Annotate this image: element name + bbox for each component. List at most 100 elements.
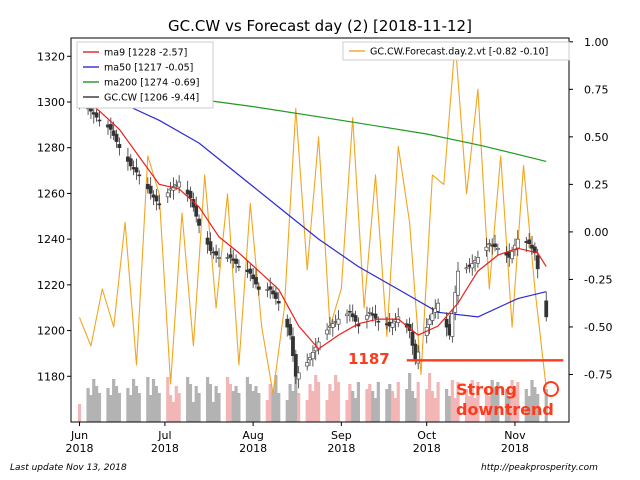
volume-bar xyxy=(513,387,517,422)
x-tick-label: Oct xyxy=(417,429,437,442)
candle-body xyxy=(367,311,372,314)
volume-bar xyxy=(316,382,321,422)
volume-bar xyxy=(137,393,141,422)
volume-bar xyxy=(345,400,349,422)
candle-body xyxy=(111,130,116,136)
candle-body xyxy=(117,144,122,149)
candle-body xyxy=(330,323,335,328)
candle-body xyxy=(444,318,449,328)
candle-body xyxy=(208,241,213,251)
volume-bar xyxy=(285,400,289,422)
candle-body xyxy=(495,247,500,250)
volume-bar xyxy=(97,393,102,422)
volume-bar xyxy=(331,391,335,422)
volume-bar xyxy=(504,389,508,422)
volume-bar xyxy=(217,393,221,422)
candle-body xyxy=(248,268,253,274)
left-axis: 1320 1300 1280 1260 1240 1220 1200 1180 xyxy=(37,50,71,383)
candle-body xyxy=(217,257,221,259)
candle-body xyxy=(453,292,458,313)
candle-body xyxy=(214,251,219,256)
candle-body xyxy=(225,257,230,259)
candle-body xyxy=(177,181,182,188)
candle-body xyxy=(234,258,238,264)
candle-body xyxy=(336,318,341,325)
candle-body xyxy=(256,286,261,290)
volume-bar xyxy=(211,402,215,422)
x-tick-label: Jul xyxy=(157,429,171,442)
x-tick-year: 2018 xyxy=(151,442,179,455)
candle-body xyxy=(436,302,440,312)
left-tick-label: 1260 xyxy=(37,187,65,200)
volume-bar xyxy=(271,391,275,422)
volume-bar xyxy=(166,377,170,422)
legend-entry: GC.CW [1206 -9.44] xyxy=(104,93,199,104)
candle-body xyxy=(487,243,492,246)
candle-body xyxy=(165,192,170,198)
volume-bar xyxy=(106,388,110,422)
candle-body xyxy=(134,167,139,173)
volume-bar xyxy=(311,391,315,422)
legend-entry: ma200 [1274 -0.69] xyxy=(104,78,199,89)
volume-bar xyxy=(373,398,378,422)
volume-bar xyxy=(268,384,272,422)
volume-bar xyxy=(447,396,452,422)
volume-bar xyxy=(294,375,298,422)
legend-left: ma9 [1228 -2.57] ma50 [1217 -0.05] ma200 [… xyxy=(76,41,214,109)
volume-bar xyxy=(405,389,409,422)
x-tick-label: Sep xyxy=(331,429,352,442)
x-tick-year: 2018 xyxy=(239,442,267,455)
left-tick-label: 1200 xyxy=(37,325,65,338)
volume-bar xyxy=(231,391,235,422)
x-tick-label: Nov xyxy=(504,429,526,442)
volume-bar xyxy=(348,384,352,422)
volume-bar xyxy=(376,382,380,422)
candle-body xyxy=(365,315,369,320)
volume-bar xyxy=(146,377,150,422)
volume-bar xyxy=(225,377,230,422)
candle-body xyxy=(544,300,549,318)
volume-bar xyxy=(328,384,332,422)
volume-bar xyxy=(149,395,153,422)
volume-bar xyxy=(351,391,355,422)
candle-body xyxy=(493,243,497,248)
right-tick-label: 0.75 xyxy=(584,83,609,96)
volume-bar xyxy=(92,379,96,422)
volume-bar xyxy=(297,393,301,422)
candle-body xyxy=(456,270,460,296)
volume-bar xyxy=(228,384,232,422)
left-tick-label: 1280 xyxy=(37,142,65,155)
volume-bar xyxy=(314,375,318,422)
candle-body xyxy=(114,133,119,142)
volume-bar xyxy=(126,388,130,422)
candle-body xyxy=(251,274,256,280)
volume-bar xyxy=(95,386,99,422)
x-tick-year: 2018 xyxy=(501,442,529,455)
volume-bar xyxy=(544,389,548,422)
forecast-series xyxy=(78,41,547,395)
left-tick-label: 1240 xyxy=(37,233,65,246)
footer-source-url: http://peakprosperity.com xyxy=(481,463,598,473)
volume-bar xyxy=(530,380,534,422)
candle-body xyxy=(515,238,520,249)
candle-body xyxy=(148,185,153,194)
volume-bar xyxy=(288,384,292,422)
volume-bar xyxy=(194,386,198,422)
candle-body xyxy=(157,203,162,206)
volume-bar xyxy=(450,380,454,422)
candle-body xyxy=(291,336,295,357)
candle-body xyxy=(228,254,233,258)
volume-bar xyxy=(157,393,161,422)
volume-bar xyxy=(154,386,158,422)
candle-body xyxy=(476,257,480,264)
x-tick-year: 2018 xyxy=(327,442,355,455)
right-tick-label: -0.75 xyxy=(584,368,612,381)
volume-bar xyxy=(177,393,181,422)
volume-bar xyxy=(109,395,113,422)
ma9-line xyxy=(79,94,547,350)
volume-bar xyxy=(112,379,116,422)
candle-body xyxy=(347,310,352,313)
candle-body xyxy=(510,251,514,260)
candle-body xyxy=(376,320,381,323)
